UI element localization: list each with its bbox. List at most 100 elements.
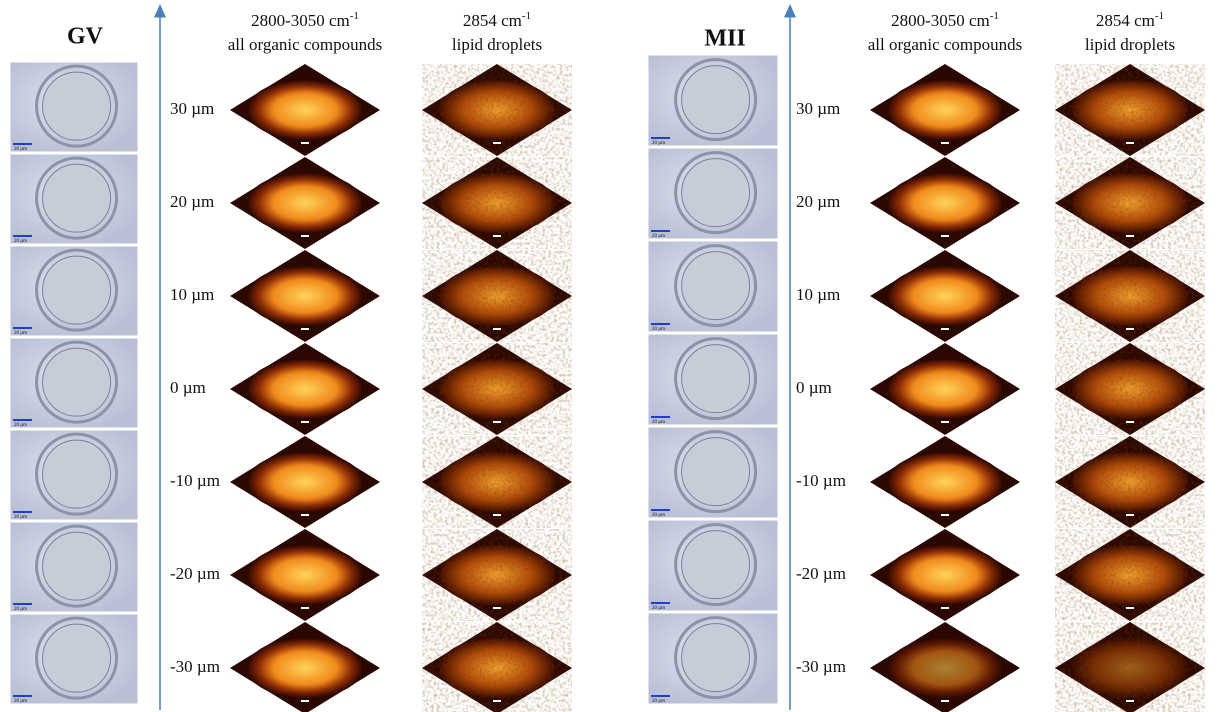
- map-scale-bar: [493, 421, 501, 423]
- depth-label: 20 µm: [170, 192, 214, 211]
- map-scale-bar: [1126, 421, 1134, 423]
- depth-label: -10 µm: [170, 471, 220, 490]
- depth-label: -10 µm: [796, 471, 846, 490]
- column-header: 2854 cm-1: [1096, 10, 1164, 30]
- map-scale-bar: [941, 421, 949, 423]
- oocyte: [43, 440, 111, 508]
- oocyte: [682, 438, 750, 506]
- panel-title: MII: [704, 26, 745, 52]
- raman-signal: [887, 173, 1003, 233]
- raman-signal: [887, 452, 1003, 512]
- scale-bar-label: 20 µm: [652, 513, 665, 518]
- column-header: 2854 cm-1: [463, 10, 531, 30]
- depth-label: 30 µm: [170, 99, 214, 118]
- scale-bar-label: 20 µm: [14, 607, 27, 612]
- oocyte: [43, 532, 111, 600]
- map-scale-bar: [941, 607, 949, 609]
- map-scale-bar: [301, 607, 309, 609]
- oocyte: [682, 252, 750, 320]
- map-scale-bar: [1126, 235, 1134, 237]
- map-scale-bar: [493, 235, 501, 237]
- scale-bar-label: 20 µm: [14, 515, 27, 520]
- raman-signal: [887, 266, 1003, 326]
- column-label: all organic compounds: [868, 35, 1023, 54]
- scale-bar-label: 20 µm: [14, 239, 27, 244]
- depth-label: -30 µm: [170, 657, 220, 676]
- map-scale-bar: [1126, 607, 1134, 609]
- oocyte: [43, 348, 111, 416]
- raman-signal: [247, 359, 363, 419]
- depth-label: 0 µm: [796, 378, 832, 397]
- scale-bar-label: 20 µm: [652, 420, 665, 425]
- column-header: 2800-3050 cm-1: [251, 10, 359, 30]
- scale-bar-label: 20 µm: [652, 234, 665, 239]
- raman-signal: [247, 545, 363, 605]
- raman-signal: [247, 266, 363, 326]
- wavenumber: 2854 cm: [1096, 11, 1155, 30]
- raman-signal: [247, 452, 363, 512]
- wavenumber: 2800-3050 cm: [251, 11, 350, 30]
- scale-bar-label: 20 µm: [652, 141, 665, 146]
- map-scale-bar: [493, 328, 501, 330]
- depth-label: -30 µm: [796, 657, 846, 676]
- raman-signal: [247, 80, 363, 140]
- scale-bar-label: 20 µm: [14, 147, 27, 152]
- depth-label: 0 µm: [170, 378, 206, 397]
- oocyte: [682, 624, 750, 692]
- wavenumber: 2800-3050 cm: [891, 11, 990, 30]
- depth-label: 10 µm: [170, 285, 214, 304]
- raman-signal: [247, 638, 363, 698]
- scale-bar-label: 20 µm: [14, 423, 27, 428]
- scale-bar-label: 20 µm: [14, 699, 27, 704]
- depth-label: 30 µm: [796, 99, 840, 118]
- map-scale-bar: [493, 142, 501, 144]
- column-label: lipid droplets: [1085, 35, 1175, 54]
- oocyte: [682, 66, 750, 134]
- depth-label: 20 µm: [796, 192, 840, 211]
- raman-signal: [247, 173, 363, 233]
- map-scale-bar: [941, 514, 949, 516]
- map-scale-bar: [301, 235, 309, 237]
- depth-label: -20 µm: [796, 564, 846, 583]
- oocyte: [43, 164, 111, 232]
- depth-label: 10 µm: [796, 285, 840, 304]
- panel-title: GV: [67, 24, 104, 50]
- oocyte: [43, 72, 111, 140]
- map-scale-bar: [941, 328, 949, 330]
- oocyte: [43, 256, 111, 324]
- map-scale-bar: [1126, 142, 1134, 144]
- map-scale-bar: [493, 607, 501, 609]
- scale-bar-label: 20 µm: [652, 699, 665, 704]
- map-scale-bar: [941, 235, 949, 237]
- exponent: -1: [350, 10, 359, 22]
- map-scale-bar: [301, 514, 309, 516]
- map-scale-bar: [1126, 328, 1134, 330]
- map-scale-bar: [493, 700, 501, 702]
- scale-bar-label: 20 µm: [652, 606, 665, 611]
- raman-signal: [887, 359, 1003, 419]
- speckle: [1055, 622, 1205, 712]
- map-scale-bar: [1126, 700, 1134, 702]
- scale-bar-label: 20 µm: [652, 327, 665, 332]
- column-header: 2800-3050 cm-1: [891, 10, 999, 30]
- wavenumber: 2854 cm: [463, 11, 522, 30]
- map-scale-bar: [301, 700, 309, 702]
- column-label: all organic compounds: [228, 35, 383, 54]
- raman-signal: [887, 545, 1003, 605]
- speckle: [422, 622, 572, 712]
- depth-label: -20 µm: [170, 564, 220, 583]
- column-label: lipid droplets: [452, 35, 542, 54]
- exponent: -1: [990, 10, 999, 22]
- raman-signal: [887, 80, 1003, 140]
- exponent: -1: [522, 10, 531, 22]
- oocyte: [682, 159, 750, 227]
- exponent: -1: [1155, 10, 1164, 22]
- map-scale-bar: [493, 514, 501, 516]
- map-scale-bar: [941, 700, 949, 702]
- oocyte: [682, 345, 750, 413]
- scale-bar-label: 20 µm: [14, 331, 27, 336]
- oocyte: [43, 624, 111, 692]
- oocyte: [682, 531, 750, 599]
- map-scale-bar: [301, 142, 309, 144]
- map-scale-bar: [1126, 514, 1134, 516]
